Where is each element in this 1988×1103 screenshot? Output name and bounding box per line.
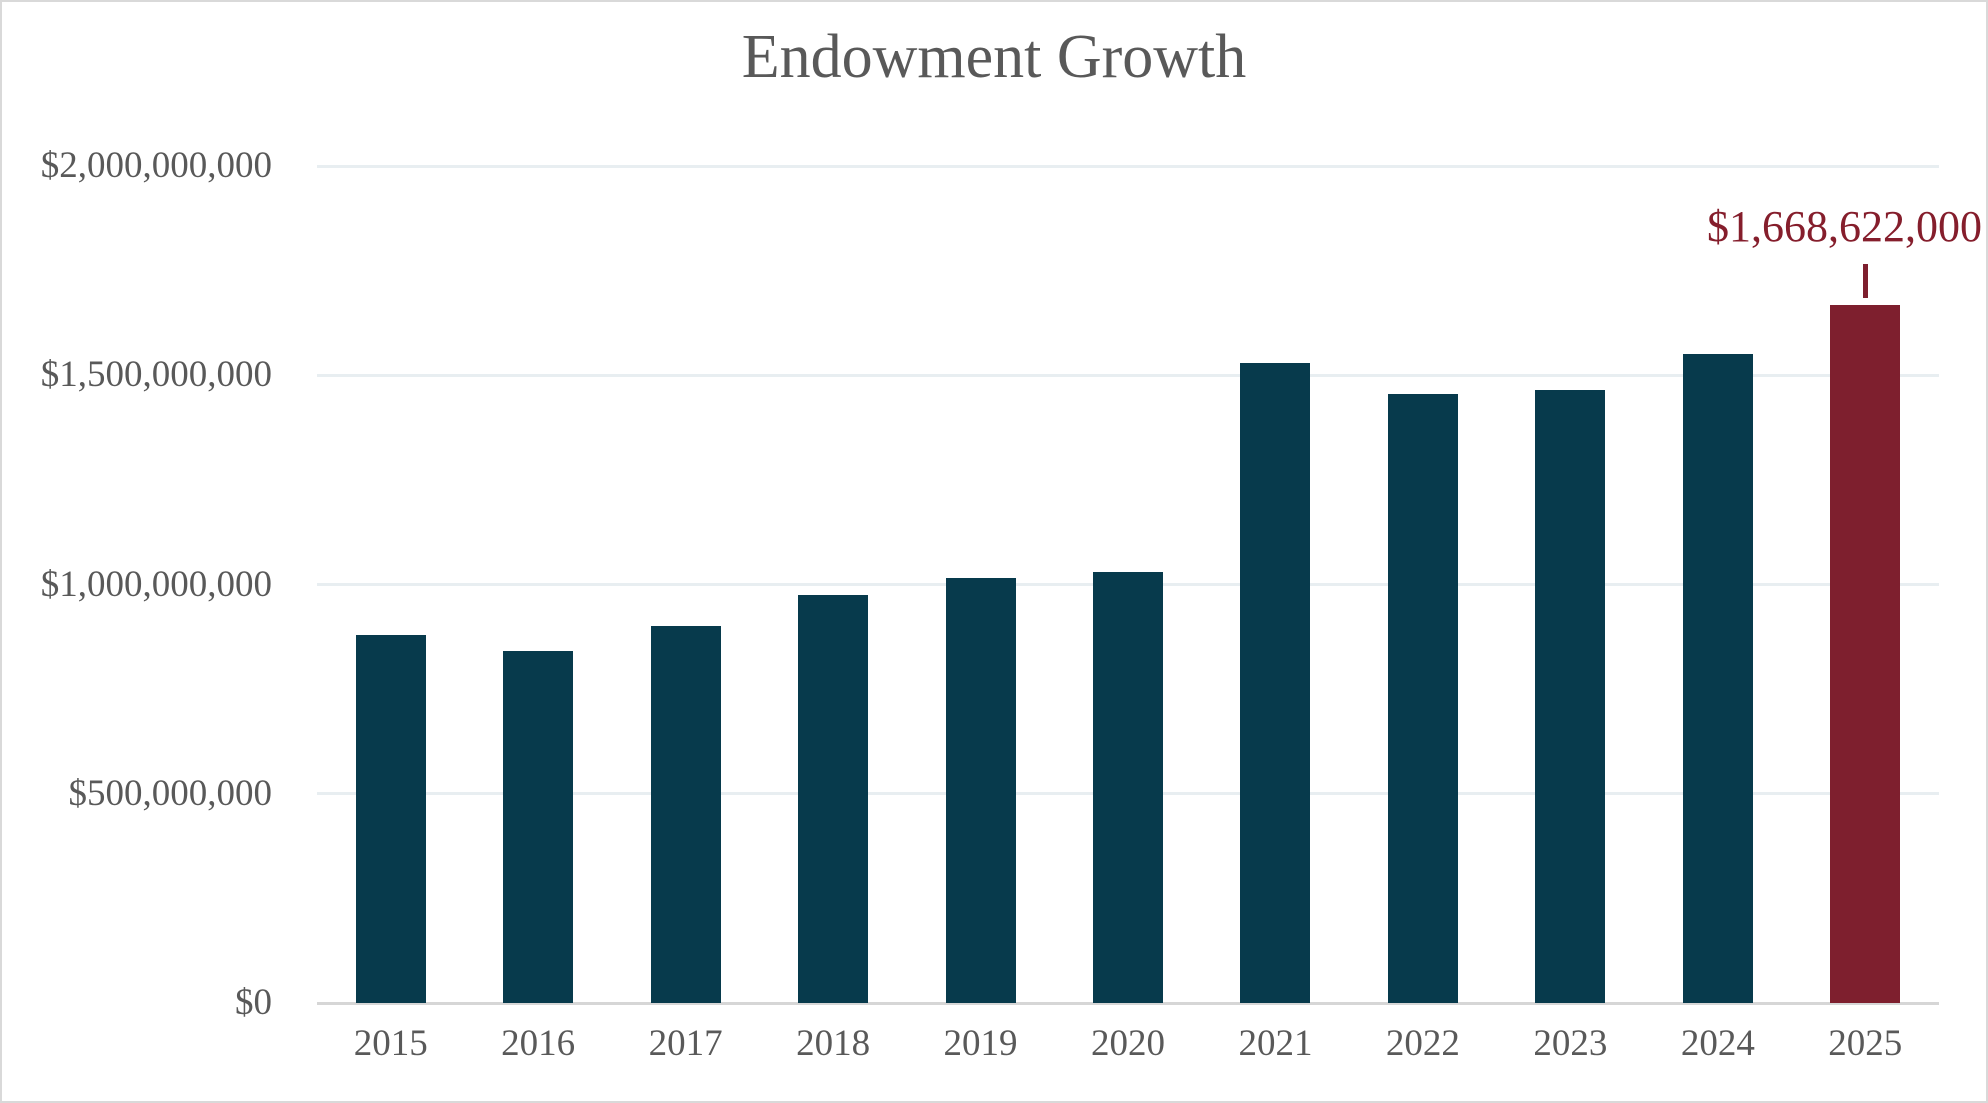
x-tick-label-2015: 2015 (353, 1023, 428, 1064)
x-tick-label-2022: 2022 (1385, 1023, 1460, 1064)
x-tick-label-2020: 2020 (1091, 1023, 1165, 1064)
x-tick-label-2024: 2024 (1680, 1023, 1755, 1064)
y-tick-label: $2,000,000,000 (40, 145, 272, 186)
bar-2016 (503, 651, 574, 1003)
bar-2024 (1682, 354, 1753, 1003)
y-tick-label: $500,000,000 (68, 772, 273, 814)
y-tick-label: $1,500,000,000 (40, 354, 272, 396)
x-tick-label-2016: 2016 (501, 1023, 576, 1064)
y-tick-label: $1,000,000,000 (40, 563, 272, 605)
annotation-label: $1,668,622,000 (1707, 202, 1982, 251)
y-tick-label: $0 (235, 982, 272, 1023)
x-tick-label-2025: 2025 (1828, 1023, 1903, 1064)
x-tick-label-2017: 2017 (648, 1023, 723, 1064)
bar-2022 (1387, 394, 1458, 1003)
chart-title: Endowment Growth (741, 23, 1247, 91)
gridline-1500000000 (317, 373, 1939, 377)
x-axis-line (317, 1002, 1939, 1005)
bar-2023 (1535, 389, 1606, 1003)
bar-2021 (1240, 362, 1311, 1003)
bar-2017 (650, 626, 721, 1003)
bar-2018 (798, 594, 869, 1003)
bar-2015 (355, 634, 426, 1003)
bar-2019 (945, 578, 1016, 1003)
x-tick-label-2023: 2023 (1533, 1023, 1608, 1064)
annotation-leader-line (1862, 264, 1868, 298)
bar-2025 (1830, 304, 1901, 1003)
x-tick-label-2018: 2018 (796, 1023, 871, 1064)
x-tick-label-2021: 2021 (1238, 1023, 1313, 1064)
x-tick-label-2019: 2019 (943, 1023, 1018, 1064)
gridline-2000000000 (317, 164, 1939, 168)
bar-2020 (1093, 571, 1163, 1003)
